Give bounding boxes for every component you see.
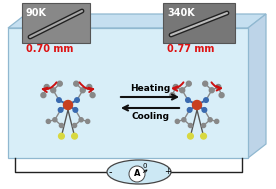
Circle shape (74, 81, 79, 86)
Circle shape (59, 123, 63, 128)
Circle shape (182, 118, 186, 122)
Circle shape (175, 119, 179, 123)
Circle shape (189, 123, 192, 128)
Circle shape (75, 98, 79, 102)
Circle shape (170, 93, 175, 98)
Circle shape (173, 84, 178, 89)
Bar (22, 3, 90, 43)
Text: Cooling: Cooling (131, 112, 169, 121)
Circle shape (186, 98, 190, 102)
Circle shape (57, 81, 62, 86)
Circle shape (53, 118, 57, 122)
Circle shape (51, 88, 56, 93)
Circle shape (58, 108, 63, 112)
Circle shape (204, 98, 208, 102)
Circle shape (73, 108, 78, 112)
Text: Heating: Heating (130, 84, 170, 93)
Circle shape (219, 93, 224, 98)
Circle shape (192, 101, 201, 109)
Circle shape (80, 88, 85, 93)
Ellipse shape (107, 160, 171, 184)
Circle shape (201, 133, 206, 139)
Circle shape (79, 118, 83, 122)
Circle shape (44, 84, 49, 89)
Text: +: + (164, 167, 171, 177)
Circle shape (202, 108, 207, 112)
Circle shape (90, 93, 95, 98)
Circle shape (86, 119, 90, 123)
Circle shape (187, 108, 192, 112)
Circle shape (188, 133, 193, 139)
Text: 0.70 mm: 0.70 mm (26, 44, 73, 54)
Text: 0.77 mm: 0.77 mm (167, 44, 214, 54)
Polygon shape (8, 14, 266, 28)
Circle shape (46, 119, 51, 123)
Circle shape (41, 93, 46, 98)
Text: A: A (134, 170, 140, 178)
Circle shape (180, 88, 185, 93)
Circle shape (129, 166, 145, 182)
Circle shape (72, 133, 78, 139)
Text: 340K: 340K (167, 8, 195, 18)
Circle shape (57, 98, 61, 102)
Circle shape (73, 123, 77, 128)
Circle shape (203, 81, 208, 86)
Circle shape (216, 84, 221, 89)
Circle shape (87, 84, 92, 89)
Circle shape (201, 123, 206, 128)
Circle shape (63, 101, 73, 109)
Text: 0: 0 (143, 163, 147, 169)
Circle shape (59, 133, 64, 139)
Bar (8, 28, 248, 158)
Circle shape (209, 88, 214, 93)
Bar (163, 3, 235, 43)
Text: -: - (108, 167, 112, 177)
Circle shape (186, 81, 191, 86)
Circle shape (208, 118, 212, 122)
Text: 90K: 90K (26, 8, 47, 18)
Circle shape (215, 119, 219, 123)
Polygon shape (248, 14, 266, 158)
